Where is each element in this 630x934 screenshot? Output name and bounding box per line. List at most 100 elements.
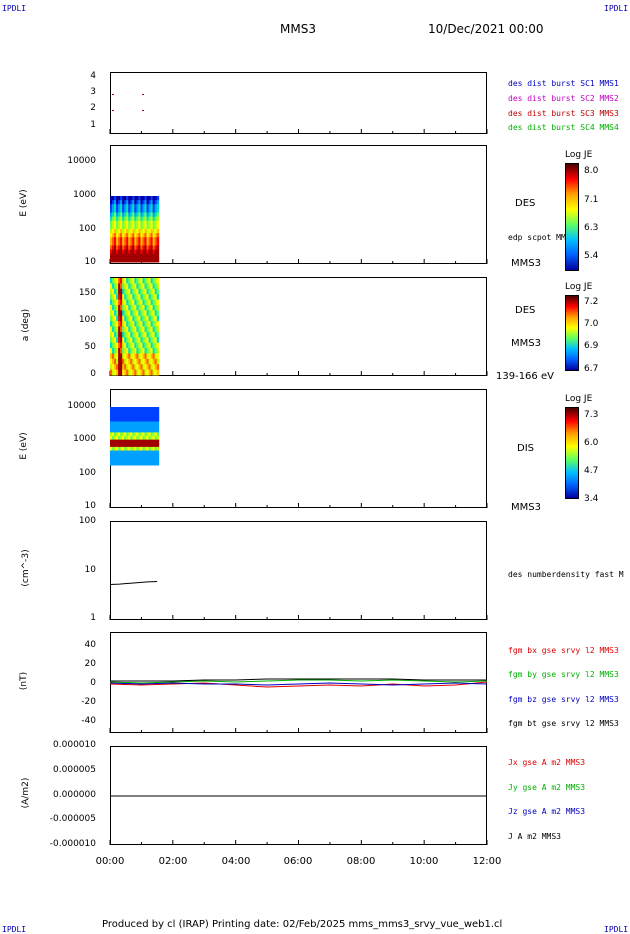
dis-energy-cell <box>112 417 115 422</box>
dis-energy-cell <box>114 436 117 441</box>
dis-energy-cell <box>148 428 152 433</box>
dis-energy-cell <box>128 439 131 444</box>
des-pitch-cell <box>124 283 127 290</box>
des-pitch-cell <box>142 299 145 306</box>
y-tick: 100 <box>78 224 96 234</box>
des-pitch-cell <box>152 278 156 284</box>
des-energy-cell <box>154 220 158 226</box>
des-pitch-cell <box>150 369 154 376</box>
des-pitch-cell <box>142 288 145 295</box>
des-energy-cell <box>110 245 113 251</box>
des-pitch-cell <box>126 358 129 365</box>
dis-energy-cell <box>112 439 115 444</box>
des-pitch-cell <box>122 326 125 333</box>
dis-energy-cell <box>114 432 117 437</box>
des-pitch-cell <box>130 358 133 365</box>
des-pitch-cell <box>112 299 115 306</box>
des-pitch-cell <box>120 364 123 371</box>
des-energy-cell <box>140 220 143 226</box>
dis-energy-cell <box>116 436 119 441</box>
dis-energy-cell <box>124 457 127 462</box>
dis-energy-cell <box>124 446 127 451</box>
spacecraft-label: MMS3 <box>511 258 541 269</box>
dis-energy-cell <box>156 407 160 412</box>
des-energy-cell <box>132 212 135 218</box>
des-pitch-cell <box>128 331 131 338</box>
des-energy-cell <box>114 249 117 255</box>
dis-energy-cell <box>112 454 115 459</box>
des-pitch-cell <box>124 331 127 338</box>
des-pitch-cell <box>118 315 121 322</box>
dis-energy-cell <box>116 461 119 466</box>
des-pitch-cell <box>128 353 131 360</box>
des-pitch-cell <box>132 321 135 327</box>
des-energy-cell <box>122 233 125 238</box>
des-energy-cell <box>120 212 123 218</box>
dis-energy-cell <box>136 432 139 437</box>
dis-energy-cell <box>110 414 113 419</box>
des-pitch-cell <box>128 283 131 290</box>
des-pitch-cell <box>150 283 154 290</box>
des-energy-cell <box>136 200 139 205</box>
des-pitch-cell <box>146 358 150 365</box>
des-energy-cell <box>148 253 152 259</box>
des-energy-cell <box>112 257 115 263</box>
des-pitch-cell <box>124 369 127 376</box>
x-tick: 06:00 <box>283 856 313 867</box>
dis-energy-cell <box>136 436 139 441</box>
des-pitch-cell <box>110 358 113 365</box>
des-pitch-cell <box>132 369 135 376</box>
des-energy-cell <box>130 196 133 201</box>
dis-energy-cell <box>110 443 113 448</box>
des-pitch-cell <box>118 321 121 327</box>
dis-energy-cell <box>140 432 143 437</box>
des-pitch-cell <box>146 321 150 327</box>
dis-energy-cell <box>116 425 119 430</box>
des-energy-cell <box>110 220 113 226</box>
dis-energy-cell <box>110 457 113 462</box>
des-energy-cell <box>148 212 152 218</box>
des-energy-cell <box>130 233 133 238</box>
des-pitch-cell <box>136 331 139 338</box>
dis-energy-cell <box>126 443 129 448</box>
dis-energy-cell <box>132 457 135 462</box>
des-energy-cell <box>118 241 121 246</box>
dis-energy-cell <box>132 421 135 426</box>
des-pitch-cell <box>138 321 141 327</box>
dis-energy-cell <box>126 425 129 430</box>
des-energy-cell <box>136 204 139 209</box>
des-energy-cell <box>110 229 113 234</box>
des-energy-cell <box>154 249 158 255</box>
des-energy-cell <box>140 208 143 213</box>
des-energy-cell <box>122 241 125 246</box>
des-pitch-cell <box>150 288 154 295</box>
des-energy-cell <box>136 241 139 246</box>
des-pitch-cell <box>114 278 117 284</box>
des-pitch-cell <box>114 288 117 295</box>
des-energy-cell <box>152 216 156 222</box>
dis-energy-cell <box>128 457 131 462</box>
des-pitch-cell <box>154 304 158 311</box>
des-energy-cell <box>120 220 123 226</box>
des-pitch-cell <box>128 369 131 376</box>
des-energy-cell <box>140 200 143 205</box>
dis-energy-cell <box>130 446 133 451</box>
dis-energy-cell <box>152 436 156 441</box>
des-energy-cell <box>114 196 117 201</box>
des-pitch-cell <box>126 278 129 284</box>
des-pitch-cell <box>124 353 127 360</box>
dis-energy-cell <box>126 421 129 426</box>
des-pitch-cell <box>118 294 121 301</box>
des-energy-cell <box>118 224 121 230</box>
des-pitch-cell <box>130 304 133 311</box>
dis-energy-cell <box>122 407 125 412</box>
des-pitch-cell <box>136 299 139 306</box>
des-pitch-cell <box>138 337 141 344</box>
des-pitch-cell <box>136 369 139 376</box>
des-pitch-cell <box>130 288 133 295</box>
des-pitch-cell <box>116 331 119 338</box>
dis-energy-cell <box>120 417 123 422</box>
dis-energy-cell <box>144 414 148 419</box>
dis-energy-cell <box>142 417 145 422</box>
des-pitch-cell <box>110 315 113 322</box>
